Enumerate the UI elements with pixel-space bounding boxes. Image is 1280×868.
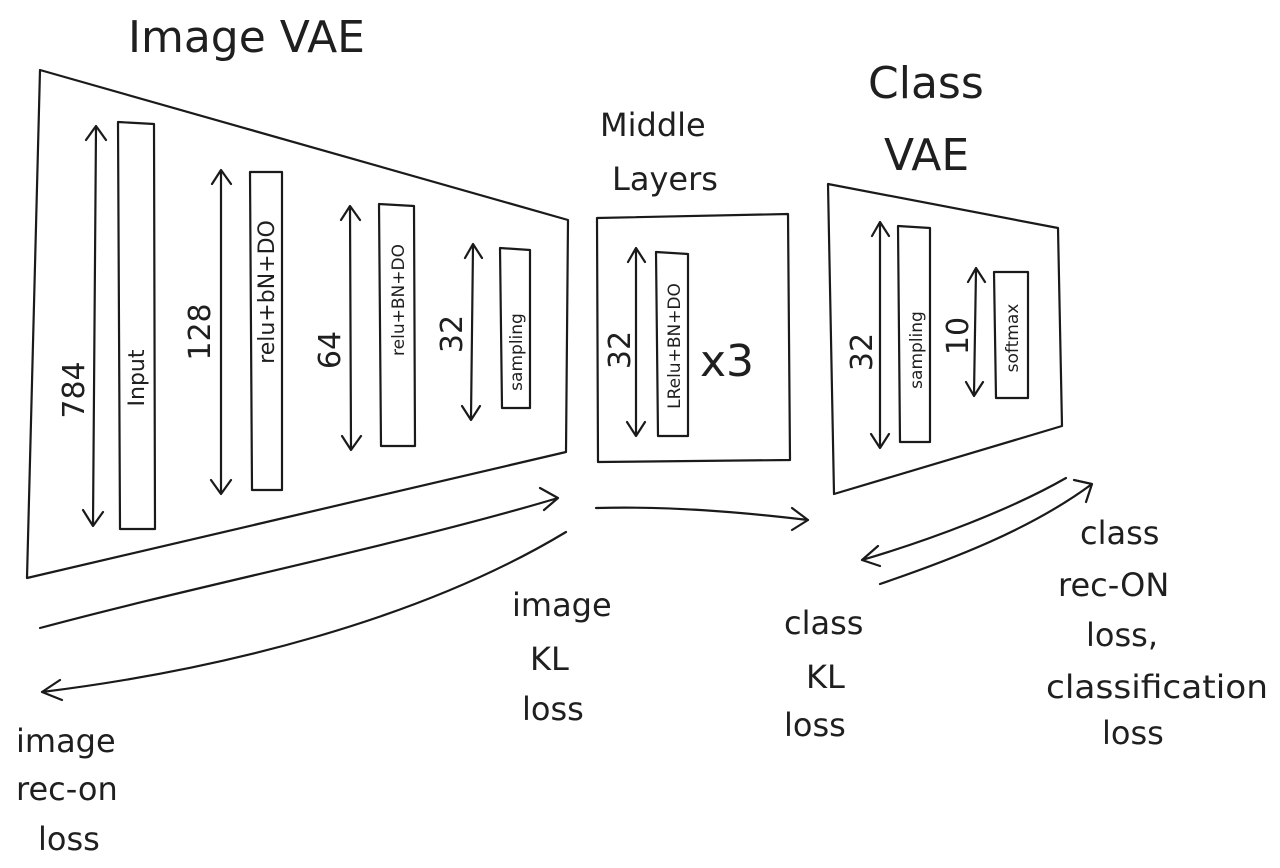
- image-kl-line3: loss: [522, 690, 584, 728]
- layer-box-sampling-image: [498, 246, 532, 410]
- class-rec-on-classification-loss-label: class rec-ON loss, classification loss: [1046, 514, 1268, 752]
- class-vae-block: [826, 182, 1064, 496]
- layer-box-relu-bn-do-1: [248, 170, 284, 492]
- middle-layers-title-line2: Layers: [612, 160, 718, 198]
- dimension-arrow-32-middle: [625, 246, 647, 438]
- layer-label-input: Input: [125, 349, 150, 406]
- class-kl-loss-arrow: [860, 476, 1068, 568]
- layer-box-input: [116, 120, 157, 531]
- size-label-32-image: 32: [435, 315, 470, 353]
- middle-to-class-arrow: [594, 506, 810, 532]
- dimension-arrow-64: [339, 204, 363, 452]
- middle-layers-title-line1: Middle: [600, 106, 706, 144]
- size-label-32-middle: 32: [603, 331, 638, 369]
- middle-layers-block: [595, 212, 792, 464]
- repeat-label: x3: [700, 336, 754, 387]
- image-vae-title: Image VAE: [128, 12, 365, 63]
- layer-label-lrelu-bn-do: LRelu+BN+DO: [665, 283, 685, 409]
- class-vae-title-line2: VAE: [884, 130, 969, 181]
- layer-box-lrelu-bn-do: [654, 250, 690, 438]
- class-rec-line5: loss: [1102, 714, 1164, 752]
- dimension-arrow-784: [81, 124, 108, 528]
- image-rec-loss-arrow: [40, 530, 568, 702]
- class-vae-title-line1: Class: [868, 58, 984, 109]
- dimension-arrow-32-class: [869, 220, 891, 450]
- layer-box-sampling-class: [896, 224, 932, 444]
- dimension-arrow-32-image: [460, 242, 484, 422]
- class-rec-line3: loss,: [1086, 616, 1158, 654]
- class-rec-loss-arrow: [878, 478, 1094, 586]
- layer-label-relu-bn-do-1: relu+bN+DO: [255, 220, 280, 364]
- image-to-middle-arrow: [38, 486, 560, 630]
- class-kl-line1: class: [784, 604, 863, 642]
- layer-label-sampling-class: sampling: [907, 311, 927, 389]
- class-rec-line2: rec-ON: [1058, 566, 1169, 604]
- class-rec-line1: class: [1080, 514, 1159, 552]
- image-rec-line3: loss: [38, 820, 100, 858]
- image-rec-on-loss-label: image rec-on loss: [16, 722, 118, 858]
- image-kl-loss-label: image KL loss: [512, 586, 612, 728]
- dimension-arrow-128: [209, 168, 233, 496]
- class-kl-line3: loss: [784, 706, 846, 744]
- class-kl-loss-label: class KL loss: [784, 604, 863, 744]
- layer-label-sampling-image: sampling: [507, 313, 527, 391]
- image-vae-block: [25, 68, 570, 580]
- class-rec-line4: classification: [1046, 668, 1268, 706]
- size-label-784: 784: [57, 361, 92, 418]
- image-rec-line2: rec-on: [16, 770, 118, 808]
- layer-box-softmax: [992, 270, 1030, 400]
- dimension-arrow-10: [964, 266, 987, 398]
- image-kl-line1: image: [512, 586, 612, 624]
- image-rec-line1: image: [16, 722, 116, 760]
- size-label-32-class: 32: [845, 333, 880, 371]
- layer-label-relu-bn-do-2: relu+BN+DO: [389, 244, 409, 356]
- size-label-10: 10: [941, 317, 976, 355]
- size-label-128: 128: [183, 303, 218, 360]
- size-label-64: 64: [313, 331, 348, 369]
- layer-label-softmax: softmax: [1003, 304, 1023, 373]
- class-kl-line2: KL: [806, 658, 845, 696]
- layer-box-relu-bn-do-2: [377, 202, 417, 448]
- image-kl-line2: KL: [530, 640, 569, 678]
